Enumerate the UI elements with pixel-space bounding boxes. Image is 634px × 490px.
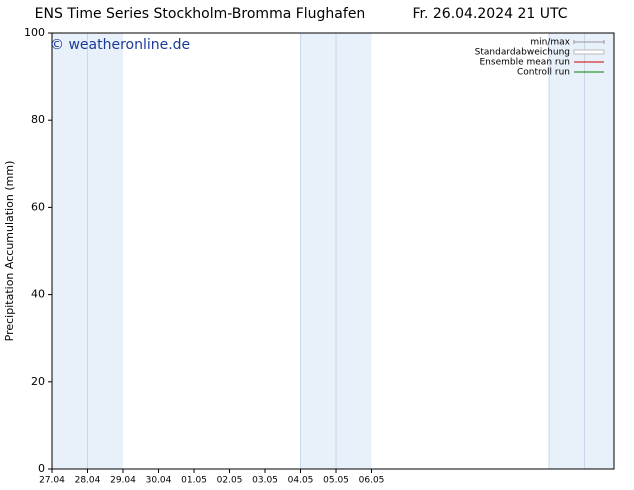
x-tick-label: 30.04 (146, 476, 172, 486)
watermark: © weatheronline.de (50, 37, 190, 53)
weekend-band (549, 33, 585, 469)
legend-label: Standardabweichung (475, 48, 570, 58)
weekend-band (584, 33, 614, 469)
x-tick-label: 27.04 (39, 476, 65, 486)
x-tick-label: 01.05 (181, 476, 207, 486)
chart-subtitle: Fr. 26.04.2024 21 UTC (412, 6, 567, 22)
x-tick-label: 03.05 (252, 476, 278, 486)
x-tick-label: 04.05 (288, 476, 314, 486)
legend-label: Controll run (517, 68, 570, 78)
legend-label: min/max (530, 38, 570, 48)
legend-swatch (573, 49, 605, 55)
x-tick-label: 02.05 (217, 476, 243, 486)
weekend-band (336, 33, 372, 469)
y-axis-label: Precipitation Accumulation (mm) (3, 161, 16, 342)
plot-frame (51, 32, 615, 470)
x-tick-label: 05.05 (323, 476, 349, 486)
y-tick-label: 40 (31, 288, 45, 301)
y-tick-label: 100 (24, 26, 45, 39)
y-tick-label: 20 (31, 375, 45, 388)
chart-title: ENS Time Series Stockholm-Bromma Flughaf… (35, 6, 366, 22)
x-tick-label: 28.04 (75, 476, 101, 486)
legend-label: Ensemble mean run (480, 58, 571, 68)
x-tick-label: 06.05 (359, 476, 385, 486)
x-tick-label: 29.04 (110, 476, 136, 486)
y-tick-label: 80 (31, 113, 45, 126)
weekend-band (300, 33, 337, 469)
y-tick-label: 60 (31, 200, 45, 213)
weekend-band (52, 33, 88, 469)
y-tick-label: 0 (38, 462, 45, 475)
weekend-band (87, 33, 124, 469)
